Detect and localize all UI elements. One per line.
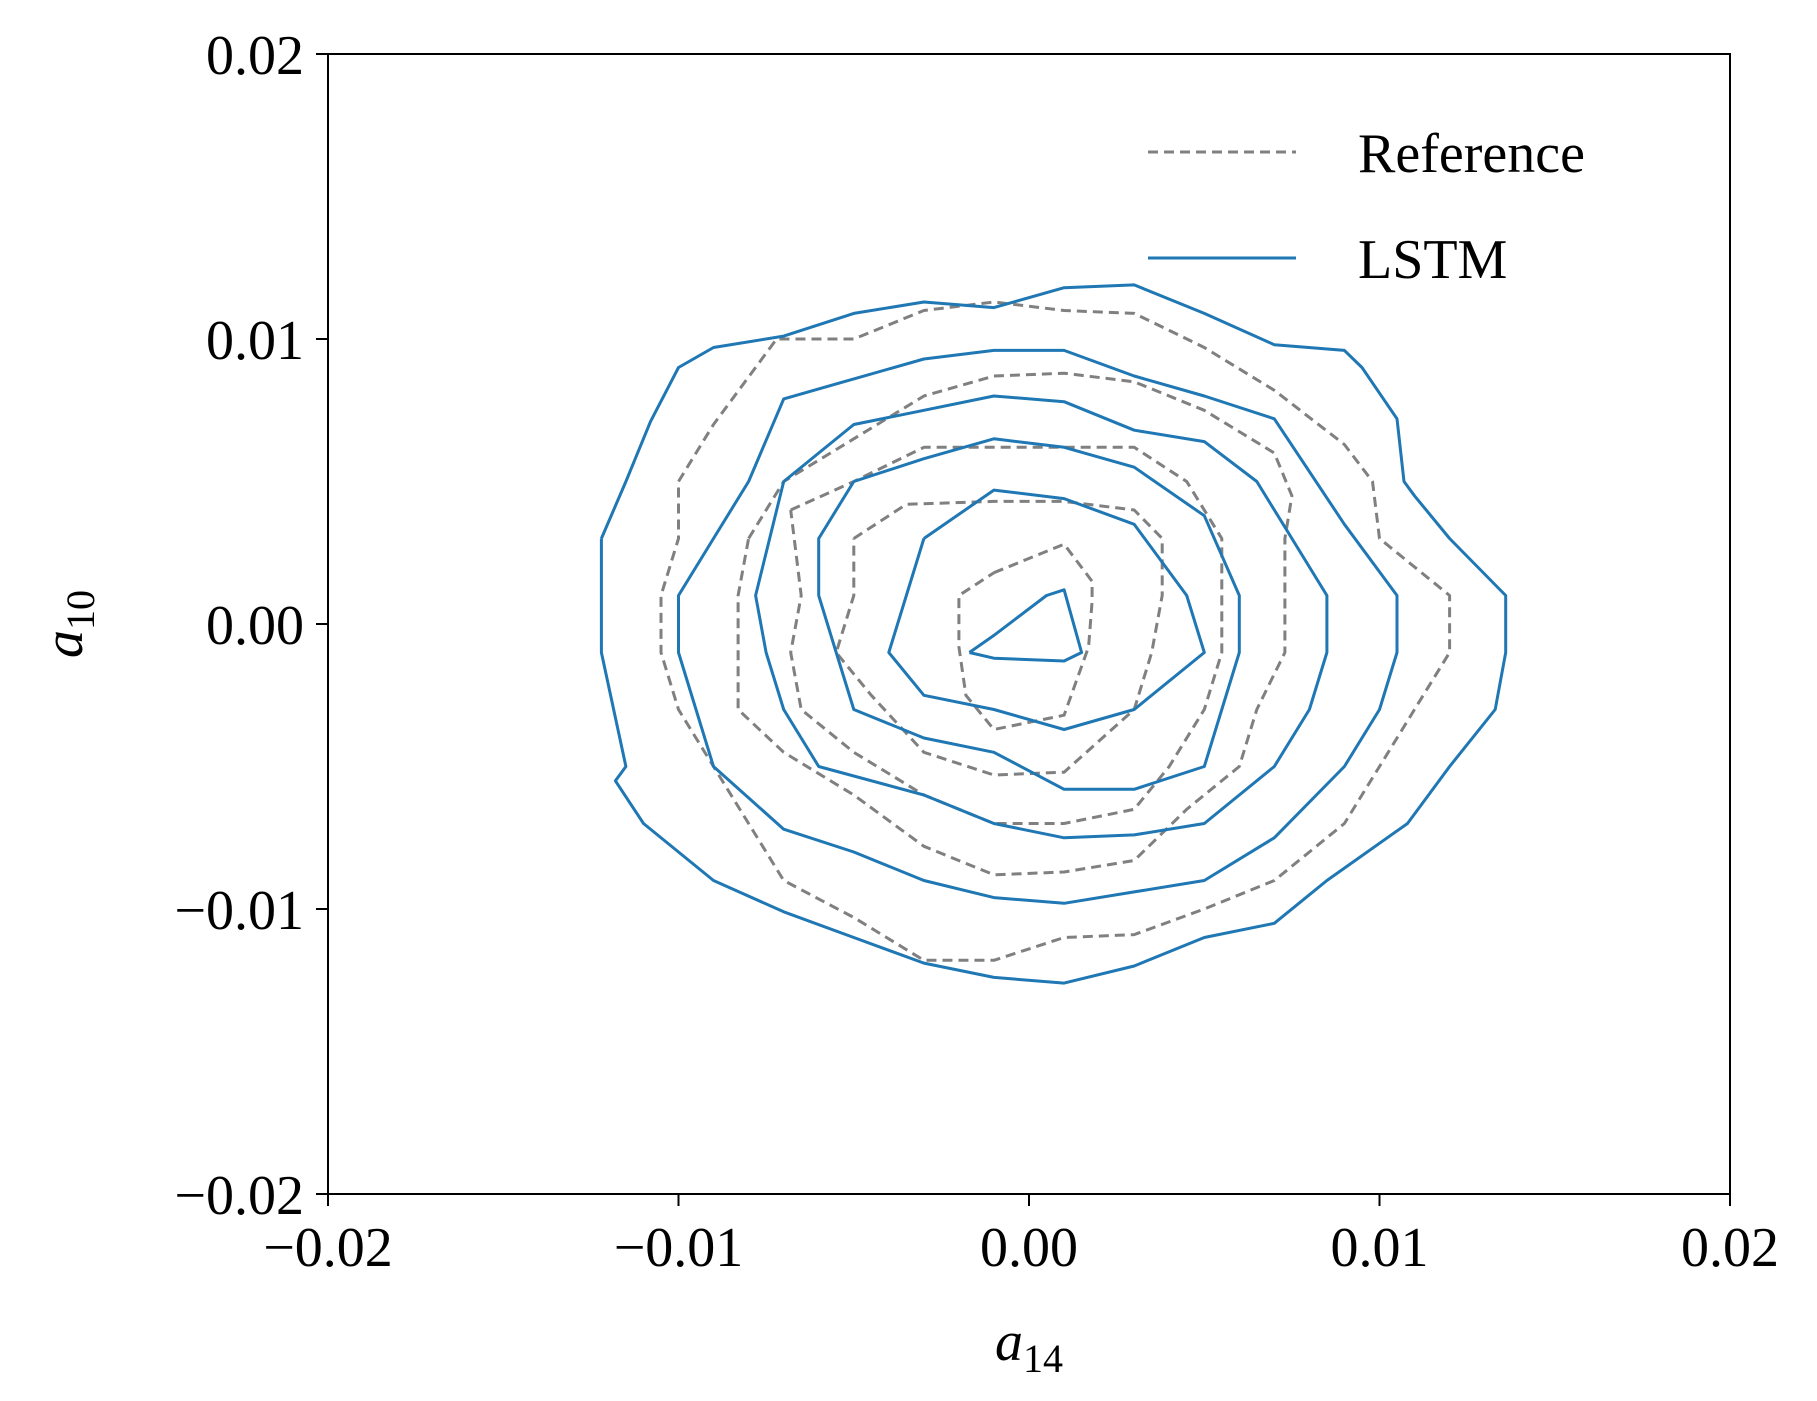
y-tick-label: −0.01 [174, 880, 304, 942]
x-axis: −0.02 −0.01 0.00 0.01 0.02 [263, 1194, 1779, 1279]
lstm-contour-1 [968, 588, 1084, 663]
y-tick-label: 0.00 [206, 595, 304, 657]
lstm-contour-4 [754, 394, 1329, 840]
lstm-contour-3 [817, 437, 1241, 791]
lstm-contour-5 [677, 348, 1399, 905]
reference-contour-2 [834, 499, 1164, 777]
legend-label-reference: Reference [1358, 123, 1585, 185]
x-tick-label: 0.02 [1681, 1217, 1779, 1279]
reference-contour-3 [789, 445, 1224, 825]
x-tick-label: 0.01 [1331, 1217, 1429, 1279]
y-axis-label: a10 [33, 590, 103, 658]
legend-label-lstm: LSTM [1358, 229, 1507, 291]
reference-contour-4 [736, 371, 1294, 877]
y-axis: −0.02 −0.01 0.00 0.01 0.02 [174, 25, 328, 1227]
x-tick-label: −0.02 [263, 1217, 393, 1279]
x-tick-label: 0.00 [980, 1217, 1078, 1279]
contour-lines [599, 283, 1508, 985]
y-tick-label: 0.02 [206, 25, 304, 87]
y-tick-label: −0.02 [174, 1165, 304, 1227]
lstm-contour-6 [599, 283, 1508, 985]
legend: Reference LSTM [1148, 123, 1585, 291]
x-axis-label: a14 [995, 1311, 1063, 1381]
x-tick-label: −0.01 [614, 1217, 744, 1279]
reference-contour-5 [659, 300, 1452, 962]
y-tick-label: 0.01 [206, 310, 304, 372]
reference-contour-1 [957, 542, 1094, 731]
lstm-contour-2 [887, 488, 1206, 731]
